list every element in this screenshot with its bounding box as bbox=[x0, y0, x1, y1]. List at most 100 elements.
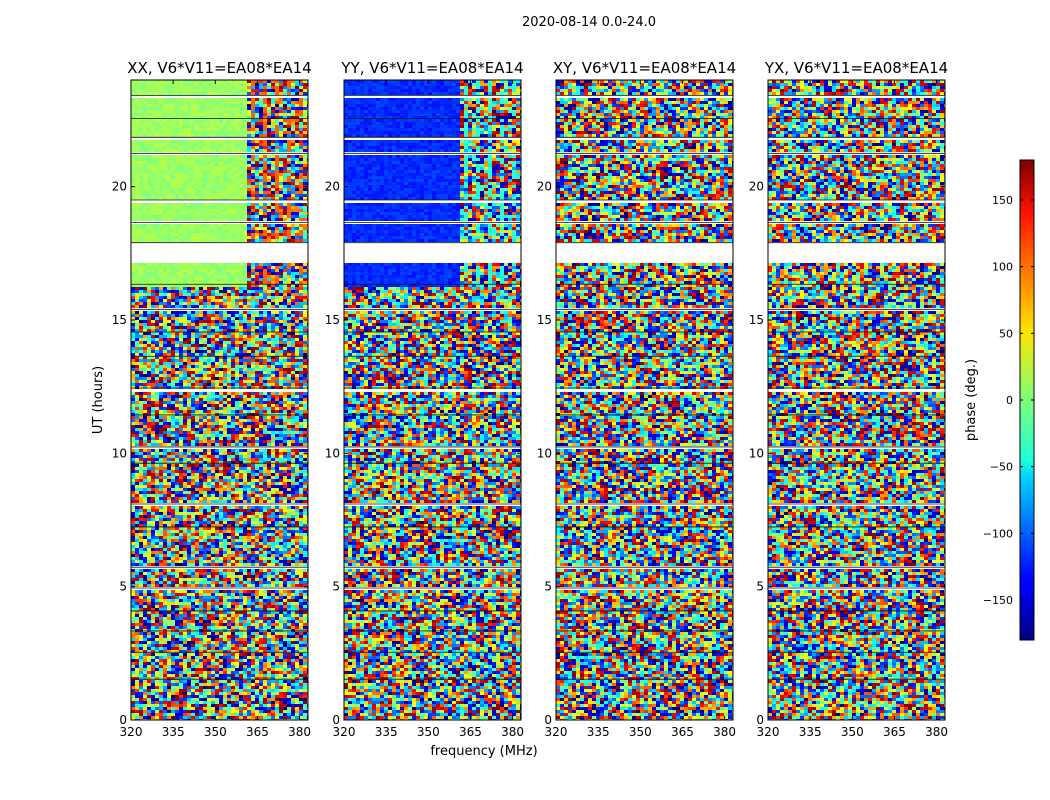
phase-cell bbox=[279, 104, 283, 107]
phase-cell bbox=[139, 134, 143, 137]
phase-cell bbox=[263, 167, 267, 170]
phase-cell bbox=[215, 134, 219, 137]
phase-cell bbox=[263, 125, 267, 128]
phase-cell bbox=[159, 143, 163, 146]
phase-cell bbox=[295, 161, 299, 164]
phase-cell bbox=[147, 107, 151, 110]
phase-cell bbox=[139, 83, 143, 86]
phase-cell bbox=[179, 83, 183, 86]
phase-cell bbox=[239, 107, 243, 110]
phase-cell bbox=[267, 89, 271, 92]
phase-cell bbox=[135, 92, 139, 95]
phase-cell bbox=[195, 104, 199, 107]
phase-cell bbox=[247, 128, 251, 131]
phase-cell bbox=[231, 89, 235, 92]
phase-cell bbox=[291, 83, 295, 86]
phase-cell bbox=[183, 134, 187, 137]
phase-cell bbox=[175, 155, 179, 158]
phase-cell bbox=[291, 164, 295, 167]
phase-cell bbox=[191, 128, 195, 131]
phase-cell bbox=[215, 164, 219, 167]
phase-cell bbox=[183, 125, 187, 128]
phase-cell bbox=[211, 149, 215, 152]
phase-cell bbox=[287, 113, 291, 116]
phase-cell bbox=[163, 83, 167, 86]
phase-cell bbox=[147, 125, 151, 128]
phase-cell bbox=[167, 119, 171, 122]
phase-cell bbox=[179, 107, 183, 110]
phase-cell bbox=[171, 131, 175, 134]
phase-cell bbox=[167, 101, 171, 104]
phase-cell bbox=[299, 113, 303, 116]
phase-cell bbox=[255, 131, 259, 134]
phase-cell bbox=[163, 131, 167, 134]
phase-cell bbox=[267, 131, 271, 134]
phase-cell bbox=[303, 140, 307, 143]
phase-cell bbox=[303, 149, 307, 152]
phase-cell bbox=[243, 122, 247, 125]
phase-cell bbox=[167, 149, 171, 152]
phase-cell bbox=[299, 155, 303, 158]
phase-cell bbox=[251, 122, 255, 125]
phase-cell bbox=[259, 140, 263, 143]
phase-cell bbox=[199, 104, 203, 107]
phase-cell bbox=[211, 167, 215, 170]
phase-cell bbox=[291, 98, 295, 101]
phase-cell bbox=[167, 113, 171, 116]
phase-cell bbox=[219, 113, 223, 116]
phase-cell bbox=[207, 167, 211, 170]
phase-cell bbox=[155, 128, 159, 131]
phase-cell bbox=[199, 134, 203, 137]
phase-cell bbox=[131, 140, 135, 143]
phase-cell bbox=[143, 131, 147, 134]
phase-cell bbox=[215, 98, 219, 101]
phase-cell bbox=[279, 86, 283, 89]
phase-cell bbox=[259, 158, 263, 161]
phase-cell bbox=[231, 98, 235, 101]
phase-cell bbox=[291, 146, 295, 149]
phase-cell bbox=[187, 134, 191, 137]
phase-cell bbox=[131, 101, 135, 104]
phase-cell bbox=[135, 125, 139, 128]
phase-cell bbox=[255, 134, 259, 137]
phase-cell bbox=[151, 155, 155, 158]
phase-cell bbox=[267, 110, 271, 113]
phase-cell bbox=[271, 92, 275, 95]
phase-cell bbox=[295, 86, 299, 89]
phase-cell bbox=[199, 161, 203, 164]
phase-cell bbox=[203, 134, 207, 137]
phase-cell bbox=[255, 164, 259, 167]
phase-cell bbox=[223, 113, 227, 116]
phase-cell bbox=[251, 146, 255, 149]
phase-cell bbox=[183, 140, 187, 143]
phase-cell bbox=[267, 143, 271, 146]
phase-cell bbox=[299, 98, 303, 101]
phase-cell bbox=[159, 134, 163, 137]
phase-cell bbox=[207, 122, 211, 125]
phase-cell bbox=[171, 98, 175, 101]
phase-cell bbox=[239, 83, 243, 86]
phase-cell bbox=[139, 140, 143, 143]
phase-cell bbox=[187, 107, 191, 110]
phase-cell bbox=[139, 101, 143, 104]
phase-cell bbox=[259, 161, 263, 164]
phase-cell bbox=[139, 92, 143, 95]
phase-cell bbox=[303, 161, 307, 164]
phase-cell bbox=[243, 161, 247, 164]
phase-cell bbox=[235, 113, 239, 116]
phase-cell bbox=[275, 146, 279, 149]
phase-cell bbox=[151, 122, 155, 125]
phase-cell bbox=[191, 113, 195, 116]
phase-cell bbox=[295, 158, 299, 161]
phase-cell bbox=[207, 113, 211, 116]
phase-cell bbox=[187, 86, 191, 89]
phase-cell bbox=[215, 113, 219, 116]
phase-cell bbox=[135, 101, 139, 104]
phase-cell bbox=[211, 134, 215, 137]
phase-cell bbox=[203, 164, 207, 167]
phase-cell bbox=[151, 149, 155, 152]
phase-cell bbox=[279, 143, 283, 146]
phase-cell bbox=[187, 167, 191, 170]
phase-cell bbox=[143, 164, 147, 167]
phase-cell bbox=[239, 110, 243, 113]
